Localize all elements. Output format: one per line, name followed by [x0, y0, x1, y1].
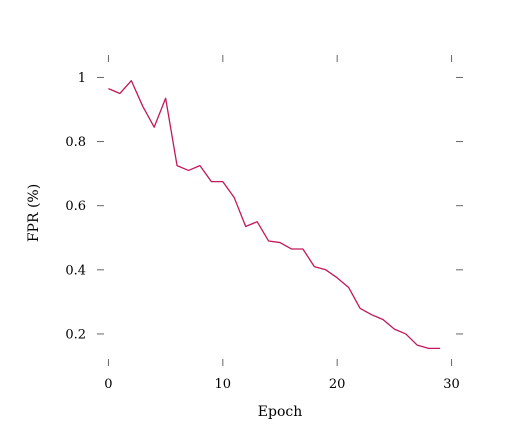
x-tick-label-1: 10	[215, 377, 232, 392]
y-tick-label-4: 1	[78, 71, 86, 86]
x-tick-label-3: 30	[443, 377, 460, 392]
y-axis-label: FPR (%)	[26, 184, 42, 242]
y-tick-label-0: 0.2	[65, 327, 86, 342]
y-tick-label-1: 0.4	[65, 263, 86, 278]
x-tick-label-0: 0	[104, 377, 112, 392]
x-axis-label: Epoch	[258, 404, 302, 420]
series-line-0	[108, 80, 441, 350]
y-tick-label-2: 0.6	[65, 199, 86, 214]
tick-labels: 0 10 20 30 0.2 0.4 0.6 0.8 1	[65, 71, 460, 392]
axis-ticks	[97, 55, 463, 366]
y-tick-label-3: 0.8	[65, 135, 86, 150]
x-tick-label-2: 20	[329, 377, 346, 392]
series-group	[108, 80, 441, 350]
